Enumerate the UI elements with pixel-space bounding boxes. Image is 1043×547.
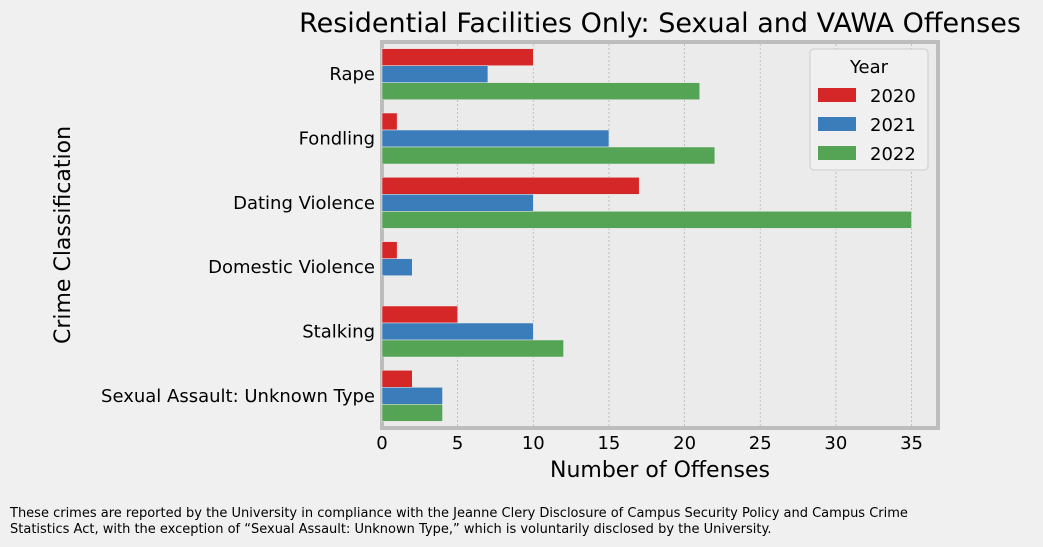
y-tick-label: Fondling (299, 129, 375, 150)
legend-title: Year (849, 57, 889, 78)
legend-label-2020: 2020 (870, 86, 916, 107)
bar-2020 (381, 112, 398, 131)
bar-2022 (381, 211, 912, 229)
x-tick-label: 25 (749, 433, 772, 454)
bar-2021 (381, 129, 610, 148)
legend-label-2021: 2021 (870, 115, 916, 136)
bar-2021 (381, 194, 534, 212)
footnote-line-2: Statistics Act, with the exception of “S… (10, 522, 772, 537)
legend-swatch-2022 (818, 146, 856, 160)
bar-2020 (381, 370, 413, 388)
x-tick-label: 10 (522, 433, 545, 454)
legend: Year 2020 2021 2022 (809, 48, 929, 171)
y-tick-label: Stalking (302, 322, 375, 343)
bar-2020 (381, 305, 458, 324)
x-axis-label: Number of Offenses (550, 458, 770, 483)
legend-swatch-2021 (818, 117, 856, 131)
x-tick-label: 20 (673, 433, 696, 454)
legend-box (809, 48, 929, 171)
legend-label-2022: 2022 (870, 144, 916, 165)
bar-2020 (381, 177, 640, 195)
bar-2022 (381, 82, 700, 100)
y-axis-label: Crime Classification (51, 126, 76, 344)
bar-2022 (381, 339, 564, 358)
bar-2020 (381, 241, 398, 259)
bar-2020 (381, 48, 534, 66)
bar-2021 (381, 322, 534, 341)
bar-2021 (381, 65, 489, 83)
bar-2021 (381, 387, 443, 405)
footnote-line-1: These crimes are reported by the Univers… (10, 506, 908, 521)
legend-swatch-2020 (818, 88, 856, 102)
bar-2021 (381, 258, 413, 276)
bar-chart: 0 5 10 15 20 25 30 35 Rape Fondling Dating Violen… (51, 8, 1021, 483)
x-tick-label: 0 (376, 433, 387, 454)
y-tick-label: Sexual Assault: Unknown Type (101, 386, 375, 407)
y-tick-label: Domestic Violence (208, 257, 375, 278)
x-tick-label: 5 (452, 433, 463, 454)
chart-title: Residential Facilities Only: Sexual and … (299, 8, 1021, 39)
y-tick-label: Rape (329, 64, 375, 85)
bar-2022 (381, 146, 716, 165)
x-tick-label: 30 (824, 433, 847, 454)
x-tick-label: 35 (900, 433, 923, 454)
x-tick-label: 15 (597, 433, 620, 454)
bar-2022 (381, 404, 443, 422)
y-tick-label: Dating Violence (233, 193, 375, 214)
footnote: These crimes are reported by the Univers… (10, 506, 1010, 538)
